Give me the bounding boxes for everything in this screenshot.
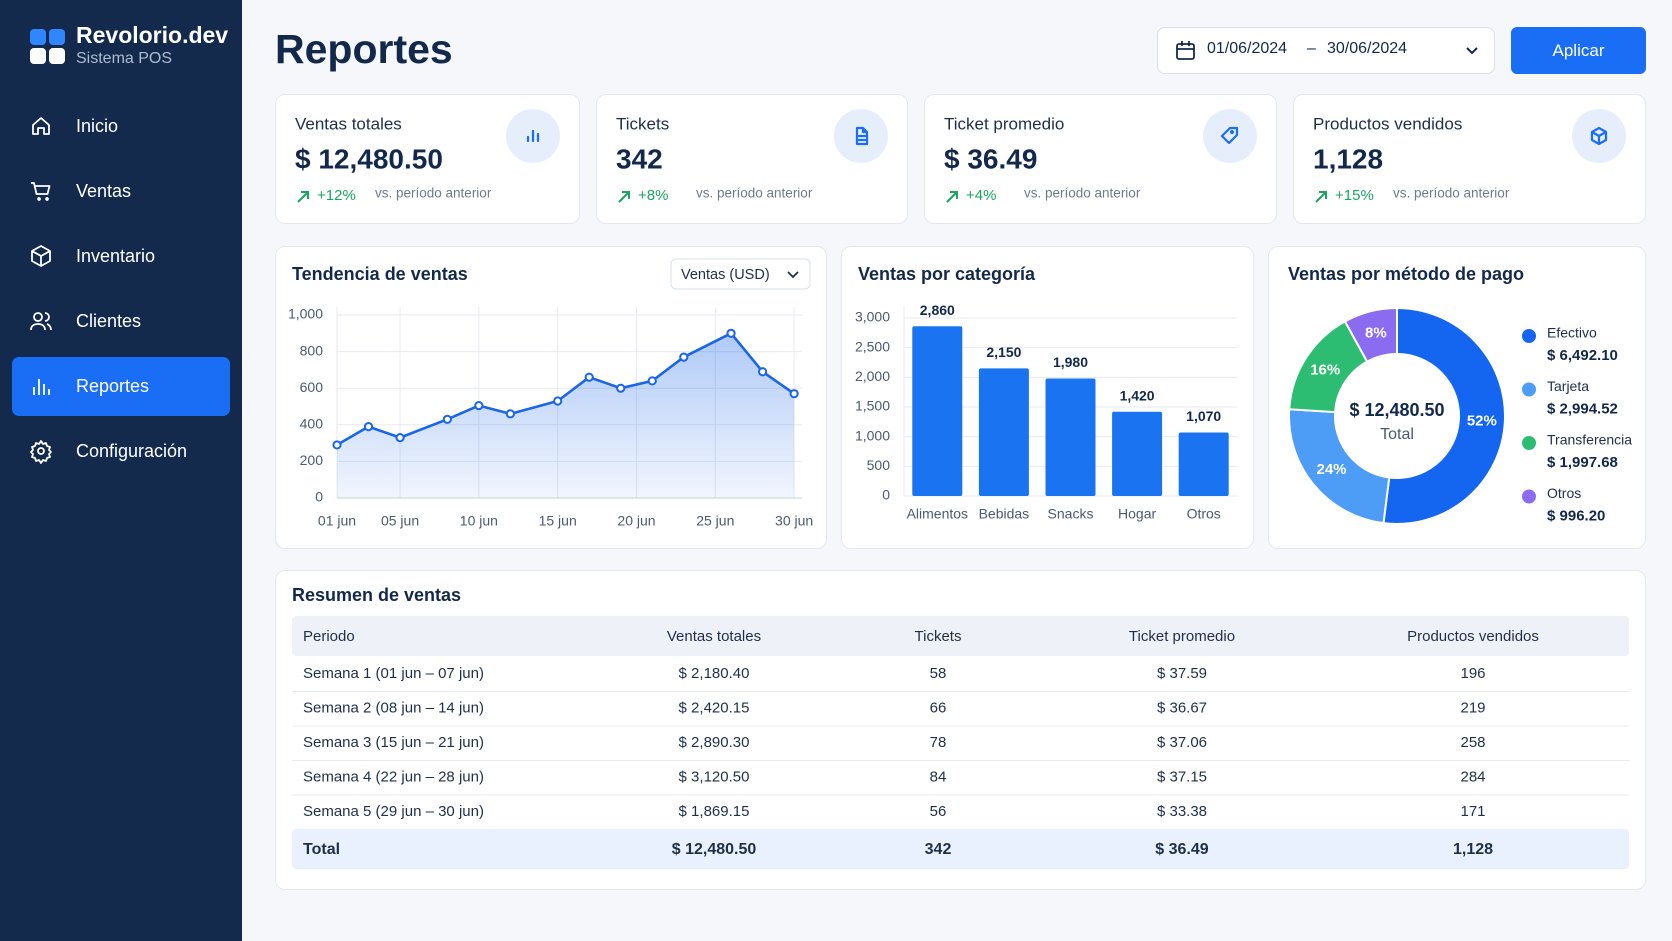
date-from: 01/06/2024: [1207, 40, 1288, 57]
calendar-icon: [1176, 41, 1195, 60]
kpi-card: [596, 94, 908, 224]
chevron: [1466, 47, 1478, 55]
date-to: 30/06/2024: [1327, 40, 1408, 57]
apply-button[interactable]: Aplicar: [1511, 27, 1646, 74]
brand: Revolorio.dev: [76, 22, 229, 48]
table-card: [275, 570, 1646, 890]
chart-card: [275, 246, 827, 549]
logo-icon: [30, 29, 65, 64]
sidebar: [0, 0, 242, 941]
logo: [30, 29, 66, 65]
date-separator: –: [1307, 40, 1316, 57]
page-title: Reportes: [275, 26, 453, 72]
kpi-card: [924, 94, 1277, 224]
kpi-card: [275, 94, 580, 224]
chart-card: [841, 246, 1254, 549]
kpi-card: [1293, 94, 1646, 224]
brand-subtitle: Sistema POS: [76, 50, 173, 67]
chart-card: [1268, 246, 1646, 549]
date-picker[interactable]: 01/06/2024 – 30/06/2024: [1157, 27, 1495, 74]
